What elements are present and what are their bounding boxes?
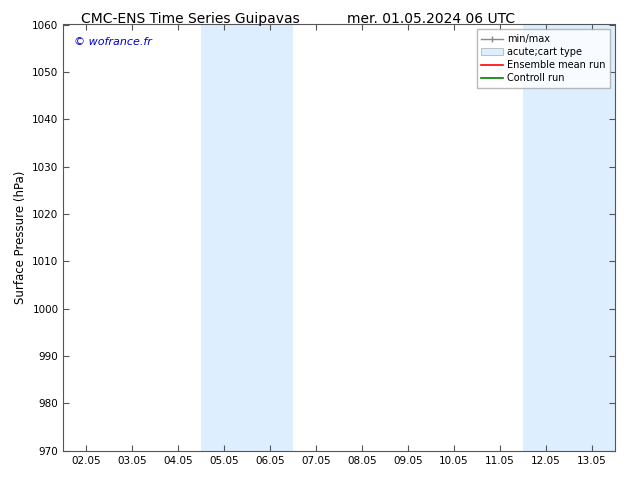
Bar (569, 24, 615, 451)
Text: © wofrance.fr: © wofrance.fr (74, 37, 152, 48)
Bar (202, 24, 247, 451)
Legend: min/max, acute;cart type, Ensemble mean run, Controll run: min/max, acute;cart type, Ensemble mean … (477, 29, 610, 88)
Text: mer. 01.05.2024 06 UTC: mer. 01.05.2024 06 UTC (347, 12, 515, 26)
Y-axis label: Surface Pressure (hPa): Surface Pressure (hPa) (14, 171, 27, 304)
Text: CMC-ENS Time Series Guipavas: CMC-ENS Time Series Guipavas (81, 12, 300, 26)
Bar (247, 24, 293, 451)
Bar (523, 24, 569, 451)
